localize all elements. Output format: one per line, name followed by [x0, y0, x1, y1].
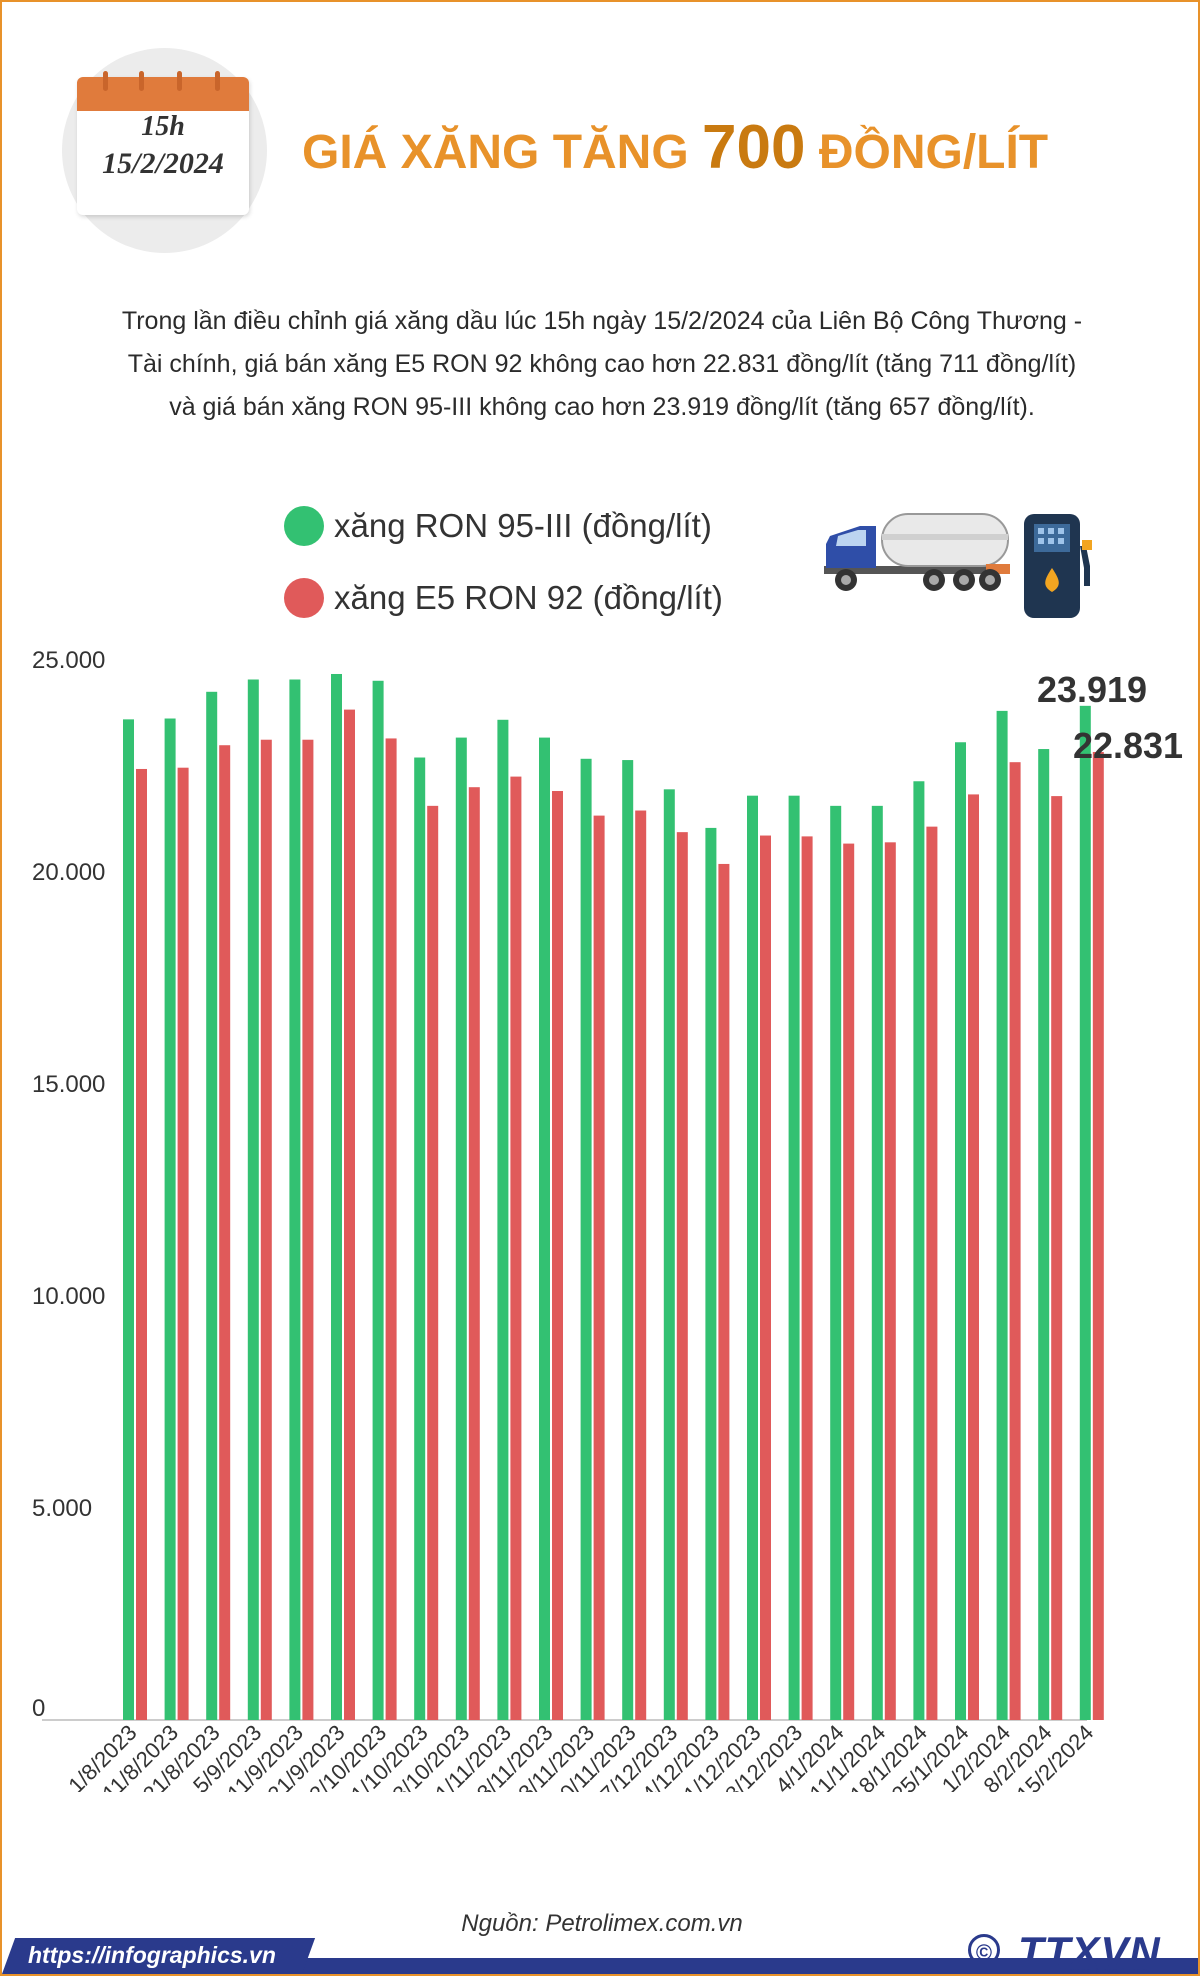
bar-ron95 — [539, 737, 550, 1720]
bar-ron95 — [1079, 705, 1091, 1720]
calendar-time: 15h — [141, 111, 185, 142]
bar-ron95 — [580, 758, 592, 1720]
bar-ron95 — [164, 718, 176, 1720]
brand-logo: TTXVN — [1018, 1928, 1161, 1975]
legend-item-ron95: xăng RON 95-III (đồng/lít) — [284, 502, 712, 550]
bar-e5 — [1009, 762, 1021, 1720]
y-tick-label: 15.000 — [32, 1071, 105, 1098]
title-number: 700 — [702, 113, 806, 182]
bar-e5 — [1051, 796, 1063, 1720]
page-title: GIÁ XĂNG TĂNG 700 ĐỒNG/LÍT — [302, 112, 1162, 183]
bar-e5 — [718, 863, 730, 1720]
calendar-date: 15/2/2024 — [102, 147, 224, 180]
annotation-ron95: 23.919 — [1037, 669, 1147, 710]
bar-e5 — [801, 836, 813, 1720]
bar-ron95 — [871, 805, 883, 1720]
bar-ron95 — [996, 710, 1008, 1720]
bar-ron95 — [913, 781, 925, 1720]
footer-band — [292, 1958, 1198, 1974]
fuel-pump-icon — [1024, 514, 1092, 618]
footer-url[interactable]: https://infographics.vn — [28, 1942, 276, 1968]
annotation-e5: 22.831 — [1073, 725, 1183, 766]
bar-ron95 — [247, 679, 259, 1720]
y-tick-label: 0 — [32, 1695, 45, 1722]
legend-label-e5: xăng E5 RON 92 (đồng/lít) — [334, 579, 723, 616]
bar-ron95 — [455, 737, 467, 1720]
bar-ron95 — [788, 795, 800, 1720]
bar-e5 — [344, 709, 355, 1720]
bar-ron95 — [955, 742, 966, 1720]
bar-e5 — [926, 826, 938, 1720]
y-tick-label: 25.000 — [32, 647, 105, 674]
legend-dot-red — [284, 578, 324, 618]
intro-line: và giá bán xăng RON 95-III không cao hơn… — [169, 393, 1035, 421]
bar-e5 — [884, 842, 896, 1720]
legend-item-e5: xăng E5 RON 92 (đồng/lít) — [284, 574, 723, 622]
bar-e5 — [427, 805, 439, 1720]
bar-ron95 — [747, 795, 758, 1720]
bar-ron95 — [123, 719, 134, 1720]
bar-ron95 — [830, 805, 842, 1720]
bar-e5 — [968, 794, 979, 1720]
y-tick-label: 10.000 — [32, 1283, 105, 1310]
bar-e5 — [219, 745, 231, 1720]
copyright-icon: © — [968, 1934, 1000, 1966]
bar-e5 — [676, 832, 688, 1720]
intro-text: Trong lần điều chỉnh giá xăng dầu lúc 15… — [42, 300, 1162, 429]
bar-e5 — [760, 835, 771, 1720]
bar-e5 — [1092, 751, 1104, 1720]
bar-e5 — [385, 738, 397, 1720]
intro-line: Tài chính, giá bán xăng E5 RON 92 không … — [127, 350, 1077, 378]
title-prefix: GIÁ XĂNG TĂNG — [302, 126, 689, 179]
title-suffix: ĐỒNG/LÍT — [818, 126, 1049, 179]
bar-e5 — [136, 768, 147, 1720]
bar-e5 — [302, 739, 314, 1720]
bar-ron95 — [1038, 749, 1050, 1720]
bar-ron95 — [705, 827, 717, 1720]
bar-ron95 — [622, 760, 634, 1720]
bar-e5 — [177, 767, 189, 1720]
bar-ron95 — [331, 673, 342, 1721]
intro-line: Trong lần điều chỉnh giá xăng dầu lúc 15… — [121, 307, 1083, 335]
tanker-truck-icon — [824, 513, 1010, 591]
bar-e5 — [468, 787, 480, 1720]
bar-ron95 — [414, 757, 426, 1720]
bar-e5 — [593, 815, 605, 1720]
bar-ron95 — [206, 691, 218, 1720]
bar-e5 — [552, 791, 563, 1720]
calendar-icon: 15h 15/2/2024 — [77, 71, 249, 215]
bar-e5 — [843, 843, 855, 1720]
bar-e5 — [635, 810, 647, 1720]
legend-label-ron95: xăng RON 95-III (đồng/lít) — [334, 507, 712, 544]
bar-ron95 — [663, 789, 675, 1720]
legend-dot-green — [284, 506, 324, 546]
bar-ron95 — [289, 679, 301, 1720]
source-note: Nguồn: Petrolimex.com.vn — [461, 1910, 743, 1937]
bar-ron95 — [497, 719, 509, 1720]
y-tick-label: 20.000 — [32, 859, 105, 886]
bar-e5 — [510, 776, 522, 1720]
y-tick-label: 5.000 — [32, 1495, 92, 1522]
brand-subtitle: Vietnam News Agency — [1060, 1966, 1150, 1976]
bar-e5 — [260, 739, 272, 1720]
bar-ron95 — [372, 680, 384, 1720]
